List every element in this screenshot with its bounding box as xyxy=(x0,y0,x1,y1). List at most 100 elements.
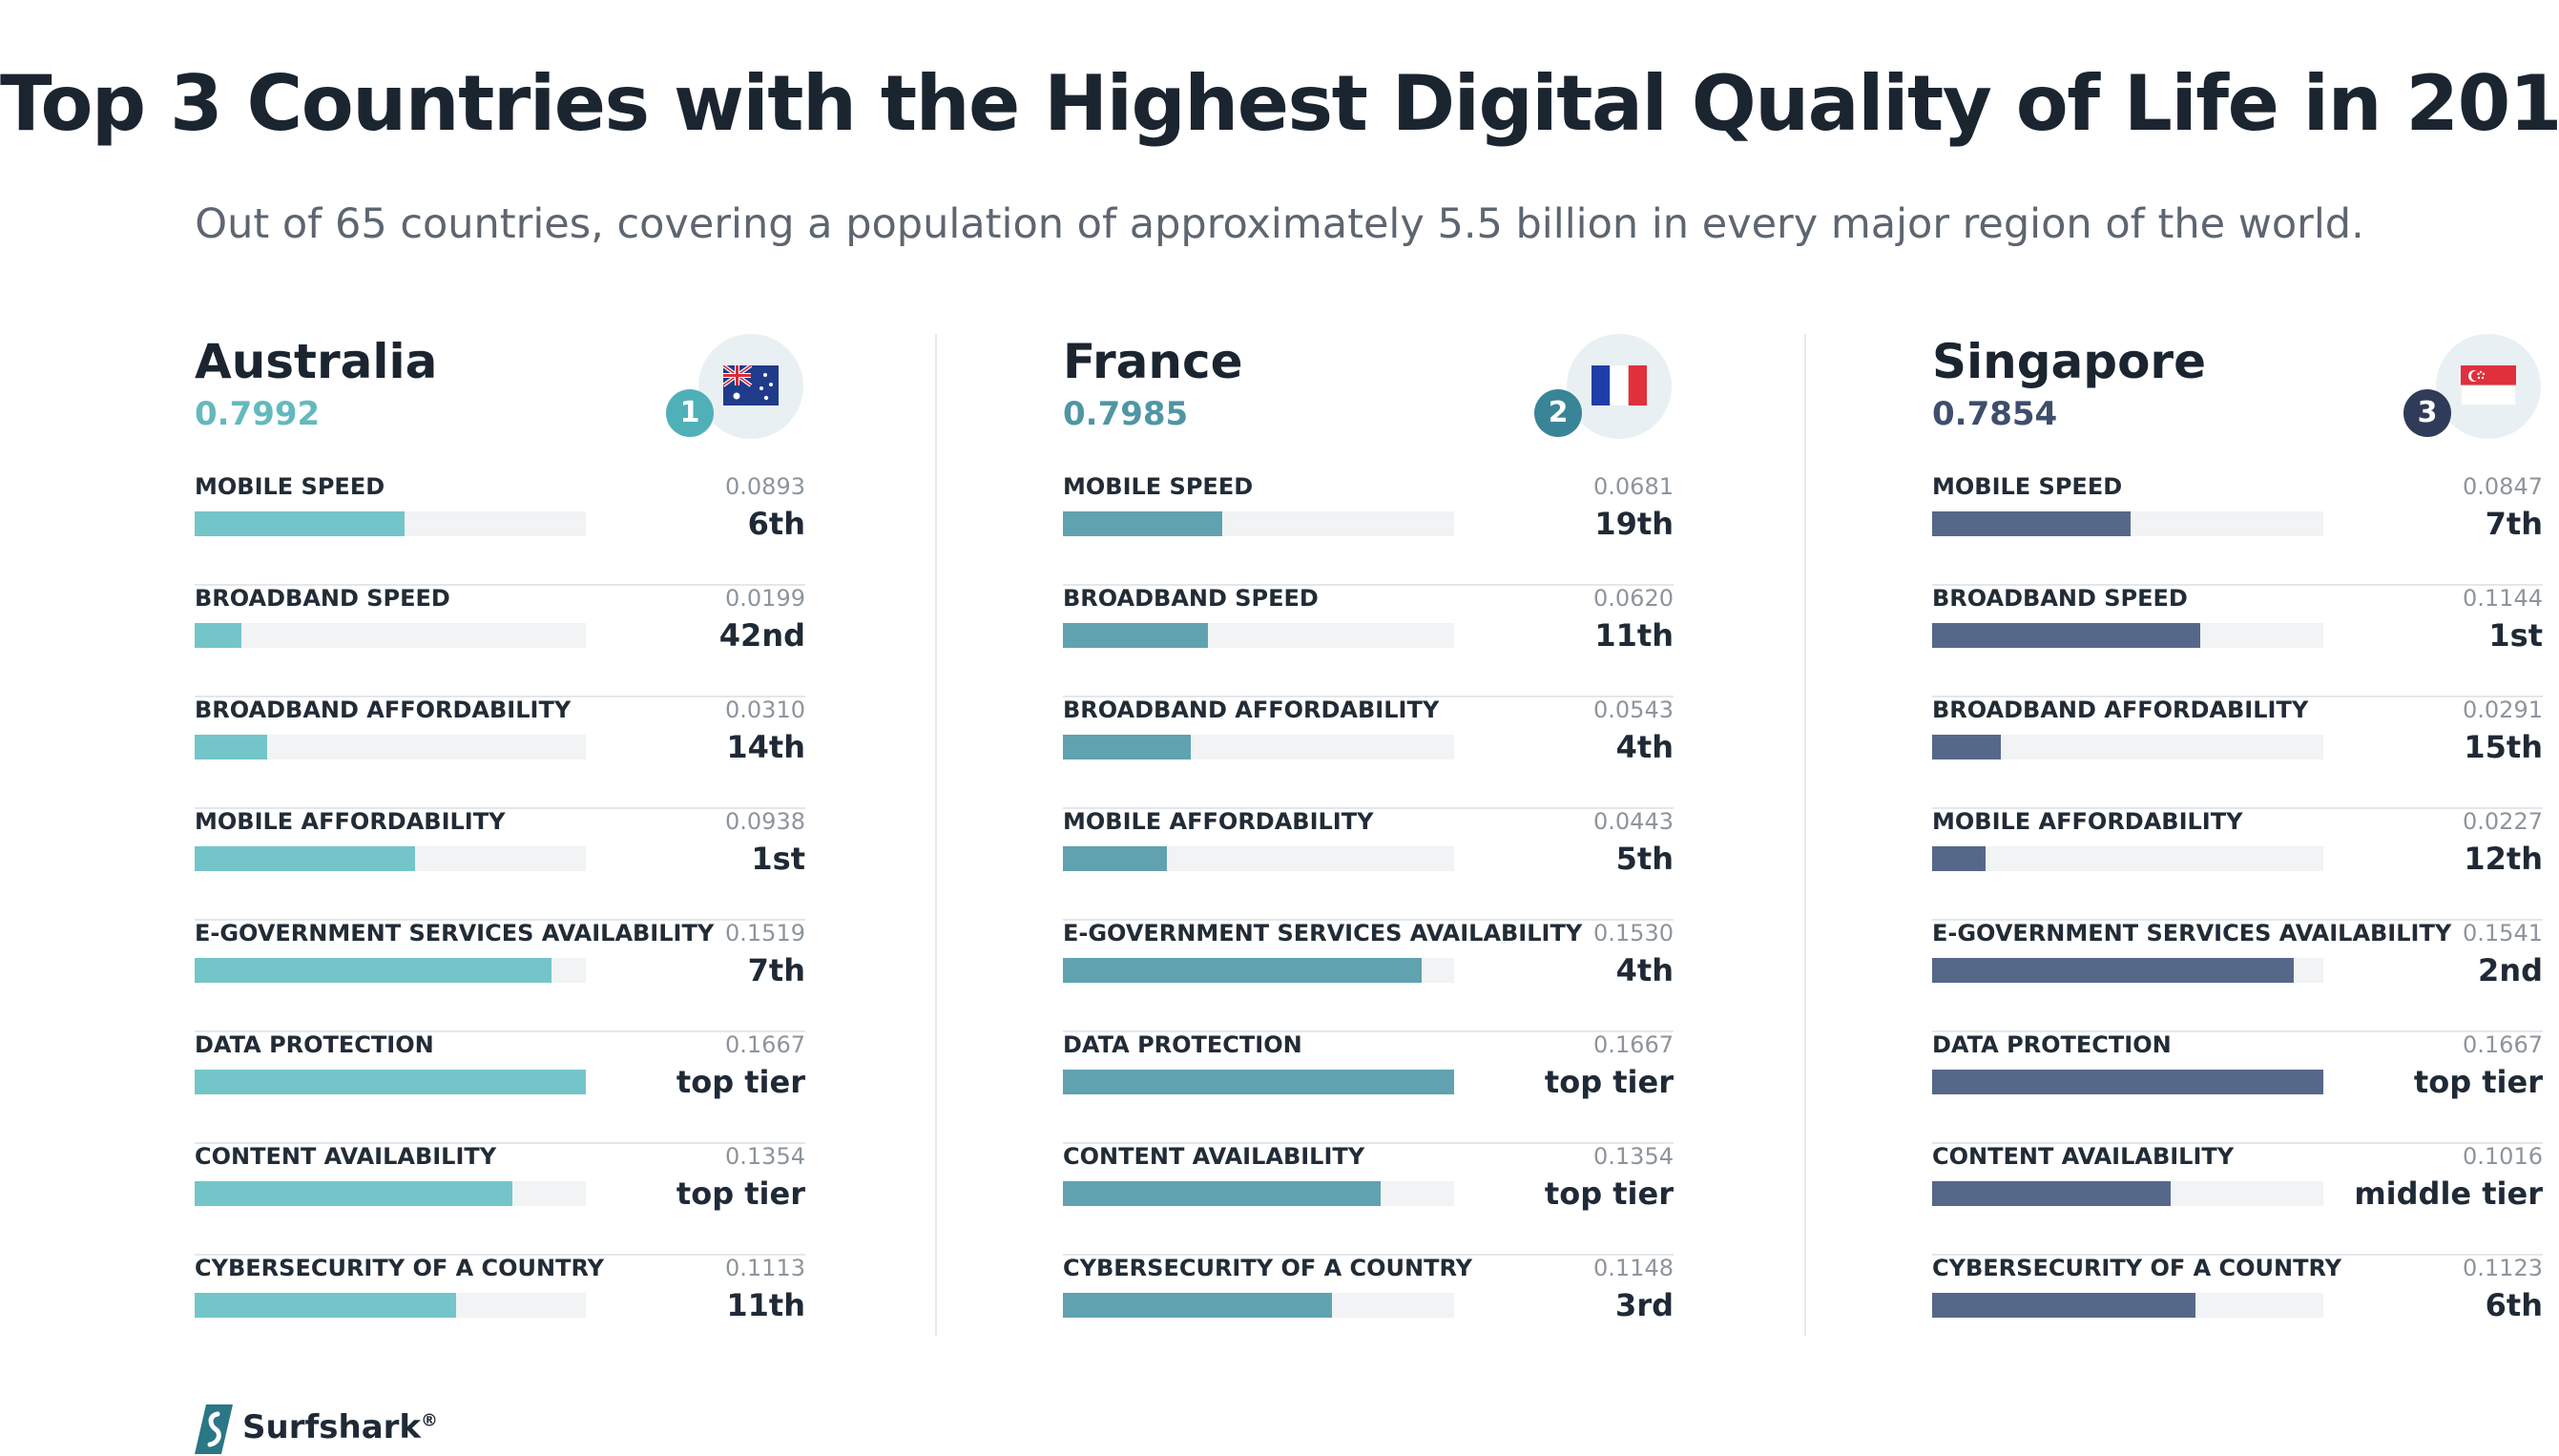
metric-row: MOBILE SPEED 0.0893 6th xyxy=(195,473,805,586)
bar-track xyxy=(1063,1293,1454,1318)
bar-track xyxy=(1063,958,1454,983)
metric-row: CONTENT AVAILABILITY 0.1016 middle tier xyxy=(1932,1143,2543,1256)
bar-track xyxy=(195,1181,586,1206)
metric-value: 0.1148 xyxy=(1593,1255,1674,1281)
metric-label: BROADBAND SPEED xyxy=(195,585,450,612)
bar xyxy=(1932,623,2200,648)
brand-registered-mark: ® xyxy=(421,1410,439,1431)
bar xyxy=(1063,735,1191,759)
bar-track xyxy=(1932,1293,2323,1318)
metric-label: BROADBAND SPEED xyxy=(1063,585,1319,612)
metric-rank: 42nd xyxy=(718,617,805,654)
country-score: 0.7992 xyxy=(195,395,321,433)
bar-track xyxy=(195,623,586,648)
metric-row: MOBILE SPEED 0.0847 7th xyxy=(1932,473,2543,586)
metric-label: BROADBAND AFFORDABILITY xyxy=(195,697,572,723)
metric-label: DATA PROTECTION xyxy=(1932,1031,2172,1058)
bar xyxy=(195,623,241,648)
brand-name: Surfshark® xyxy=(242,1408,438,1446)
country-name: Australia xyxy=(195,334,438,389)
country-score: 0.7854 xyxy=(1932,395,2058,433)
bar-track xyxy=(195,735,586,759)
bar xyxy=(195,1181,512,1206)
bar xyxy=(1932,846,1986,871)
metric-rank: 11th xyxy=(1594,617,1674,654)
metric-row: MOBILE AFFORDABILITY 0.0938 1st xyxy=(195,808,805,921)
metric-rank: 19th xyxy=(1594,506,1674,542)
metric-row: CONTENT AVAILABILITY 0.1354 top tier xyxy=(1063,1143,1674,1256)
bar xyxy=(1932,511,2131,536)
metric-rank: 6th xyxy=(2485,1287,2543,1323)
metric-rank: 7th xyxy=(747,952,805,988)
bar xyxy=(1063,623,1208,648)
bar xyxy=(1063,1293,1332,1318)
country-score: 0.7985 xyxy=(1063,395,1189,433)
bar-track xyxy=(1932,958,2323,983)
metric-label: CYBERSECURITY OF A COUNTRY xyxy=(195,1255,605,1281)
metric-value: 0.0681 xyxy=(1593,473,1674,500)
metric-rank: 3rd xyxy=(1615,1287,1674,1323)
bar xyxy=(1063,511,1222,536)
metric-row: CYBERSECURITY OF A COUNTRY 0.1148 3rd xyxy=(1063,1255,1674,1365)
metric-label: CONTENT AVAILABILITY xyxy=(1932,1143,2235,1170)
metric-label: MOBILE AFFORDABILITY xyxy=(1932,808,2243,835)
metric-row: BROADBAND AFFORDABILITY 0.0291 15th xyxy=(1932,697,2543,809)
metric-row: BROADBAND SPEED 0.0620 11th xyxy=(1063,585,1674,697)
metric-rank: 7th xyxy=(2485,506,2543,542)
bar-track xyxy=(1932,623,2323,648)
metric-row: CONTENT AVAILABILITY 0.1354 top tier xyxy=(195,1143,805,1256)
brand-name-text: Surfshark xyxy=(242,1408,422,1446)
metric-row: MOBILE AFFORDABILITY 0.0443 5th xyxy=(1063,808,1674,921)
metric-value: 0.0543 xyxy=(1593,697,1674,723)
page-subtitle: Out of 65 countries, covering a populati… xyxy=(195,200,2364,248)
metric-value: 0.0443 xyxy=(1593,808,1674,835)
metric-row: BROADBAND SPEED 0.1144 1st xyxy=(1932,585,2543,697)
metric-label: MOBILE SPEED xyxy=(1932,473,2123,500)
surfshark-logo-icon xyxy=(195,1404,233,1454)
metric-row: E-GOVERNMENT SERVICES AVAILABILITY 0.1530… xyxy=(1063,920,1674,1032)
metric-row: BROADBAND AFFORDABILITY 0.0543 4th xyxy=(1063,697,1674,809)
metric-label: DATA PROTECTION xyxy=(1063,1031,1302,1058)
metric-row: BROADBAND SPEED 0.0199 42nd xyxy=(195,585,805,697)
metric-row: DATA PROTECTION 0.1667 top tier xyxy=(1932,1031,2543,1144)
metric-rank: 4th xyxy=(1615,952,1674,988)
rank-badge: 1 xyxy=(666,389,714,437)
metric-row: CYBERSECURITY OF A COUNTRY 0.1123 6th xyxy=(1932,1255,2543,1365)
metric-row: CYBERSECURITY OF A COUNTRY 0.1113 11th xyxy=(195,1255,805,1365)
metric-value: 0.0620 xyxy=(1593,585,1674,612)
bar-track xyxy=(1932,1181,2323,1206)
metric-label: E-GOVERNMENT SERVICES AVAILABILITY xyxy=(1932,920,2452,946)
bar xyxy=(195,1293,456,1318)
metric-label: BROADBAND AFFORDABILITY xyxy=(1063,697,1440,723)
metric-value: 0.0893 xyxy=(725,473,805,500)
metric-value: 0.1354 xyxy=(725,1143,805,1170)
metric-label: MOBILE SPEED xyxy=(195,473,385,500)
metric-rank: 1st xyxy=(2488,617,2543,654)
metric-value: 0.1667 xyxy=(1593,1031,1674,1058)
metric-rank: top tier xyxy=(1544,1175,1674,1212)
metric-rank: 6th xyxy=(747,506,805,542)
country-panel-singapore: Singapore 0.7854 3 MOBILE SPEED 0.0847 7th BRO… xyxy=(1932,334,2543,1336)
bar xyxy=(1932,735,2001,759)
metric-rank: top tier xyxy=(676,1064,805,1100)
bar-track xyxy=(1932,1070,2323,1094)
metric-value: 0.0227 xyxy=(2463,808,2543,835)
bar-track xyxy=(1063,623,1454,648)
metric-value: 0.1016 xyxy=(2463,1143,2543,1170)
bar xyxy=(1932,1181,2171,1206)
metric-label: DATA PROTECTION xyxy=(195,1031,434,1058)
metric-label: E-GOVERNMENT SERVICES AVAILABILITY xyxy=(1063,920,1583,946)
column-divider xyxy=(935,334,937,1336)
metric-row: E-GOVERNMENT SERVICES AVAILABILITY 0.1519… xyxy=(195,920,805,1032)
metric-value: 0.1144 xyxy=(2463,585,2543,612)
bar xyxy=(195,735,267,759)
metric-value: 0.0938 xyxy=(725,808,805,835)
metric-value: 0.0847 xyxy=(2463,473,2543,500)
metric-value: 0.1541 xyxy=(2463,920,2543,946)
metric-label: BROADBAND SPEED xyxy=(1932,585,2188,612)
metric-value: 0.0199 xyxy=(725,585,805,612)
metric-label: E-GOVERNMENT SERVICES AVAILABILITY xyxy=(195,920,715,946)
page-title: Top 3 Countries with the Highest Digital… xyxy=(0,59,2559,148)
bar-track xyxy=(1063,1070,1454,1094)
metric-label: CONTENT AVAILABILITY xyxy=(1063,1143,1365,1170)
